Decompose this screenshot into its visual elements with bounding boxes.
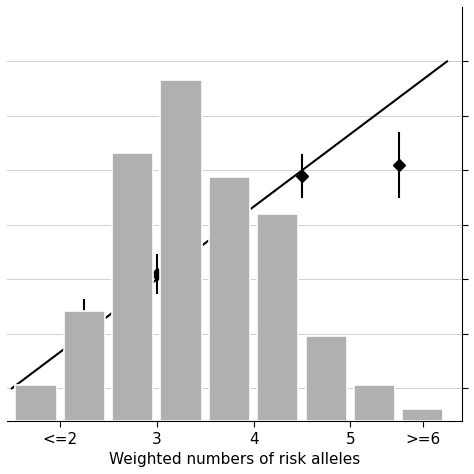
Bar <box>64 311 105 421</box>
Bar <box>402 409 443 421</box>
X-axis label: Weighted numbers of risk alleles: Weighted numbers of risk alleles <box>109 452 360 467</box>
Bar <box>16 384 56 421</box>
Bar <box>209 177 250 421</box>
Bar <box>161 80 201 421</box>
Bar <box>306 336 346 421</box>
Bar <box>354 384 395 421</box>
Bar <box>112 153 153 421</box>
Bar <box>257 214 298 421</box>
